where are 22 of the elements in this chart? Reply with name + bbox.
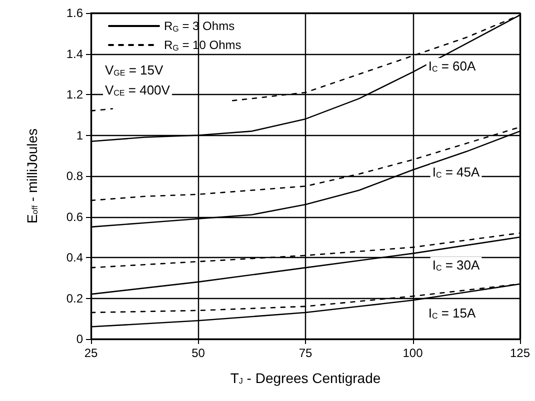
x-tick-label: 25 — [84, 346, 98, 360]
y-tick-label: 0 — [76, 332, 84, 346]
x-tick-label: 100 — [402, 346, 424, 360]
annotation: IC = 15A — [428, 306, 476, 320]
y-tick-label: 1 — [76, 128, 84, 142]
annotation: IC = 60A — [428, 58, 476, 74]
y-tick-label: 0.6 — [66, 210, 84, 224]
x-tick-label: 125 — [510, 346, 530, 360]
y-tick-label: 0.8 — [66, 169, 84, 183]
y-tick-label: 0.4 — [66, 250, 84, 264]
x-tick-label: 50 — [192, 346, 206, 360]
x-tick-label: 75 — [298, 346, 312, 360]
y-tick-label: 1.6 — [66, 6, 84, 20]
annotation: VCE = 400V — [105, 82, 170, 98]
x-axis-title: TJ - Degrees Centigrade — [230, 370, 381, 386]
annotation: VGE = 15V — [105, 62, 164, 78]
y-tick-label: 1.4 — [66, 46, 84, 61]
annotation: IC = 30A — [432, 258, 480, 272]
y-tick-label: 1.2 — [66, 88, 84, 102]
y-tick-label: 0.2 — [66, 291, 84, 306]
y-axis-title: Eoff - milliJoules — [24, 128, 40, 224]
annotation: IC = 45A — [432, 164, 480, 180]
